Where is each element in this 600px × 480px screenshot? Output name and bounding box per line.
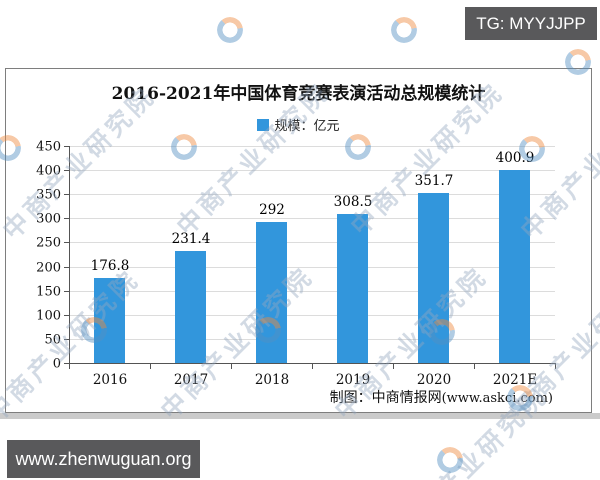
y-axis-label-450: 450 xyxy=(36,139,61,155)
y-axis-label-50: 50 xyxy=(44,332,61,348)
x-tick-2 xyxy=(231,364,232,369)
legend-swatch-icon xyxy=(257,118,270,131)
gridline-250 xyxy=(69,242,555,243)
y-tick-400 xyxy=(64,170,69,171)
x-tick-4 xyxy=(393,364,394,369)
gridline-100 xyxy=(69,315,555,316)
panel-bottom-shadow xyxy=(0,413,600,419)
askci-ring-logo-icon-11 xyxy=(437,447,463,473)
x-axis-label-2017: 2017 xyxy=(173,372,209,388)
x-tick-0 xyxy=(69,364,70,369)
source-url-link[interactable]: (www.askci.com) xyxy=(441,391,553,406)
x-axis-label-2018: 2018 xyxy=(254,372,290,388)
x-axis-line xyxy=(69,363,556,364)
x-axis-label-2016: 2016 xyxy=(92,372,128,388)
x-axis-label-2019: 2019 xyxy=(335,372,371,388)
y-axis-label-400: 400 xyxy=(36,163,61,179)
y-axis-label-200: 200 xyxy=(36,260,61,276)
y-tick-0 xyxy=(64,363,69,364)
bar-2017 xyxy=(175,251,206,363)
source-note: 制图：中商情报网(www.askci.com) xyxy=(330,387,553,407)
legend: 规模：亿元 xyxy=(6,115,591,134)
y-tick-300 xyxy=(64,218,69,219)
y-tick-250 xyxy=(64,242,69,243)
gridline-200 xyxy=(69,267,555,268)
value-label-2018: 292 xyxy=(259,202,285,218)
gridline-150 xyxy=(69,291,555,292)
y-tick-450 xyxy=(64,146,69,147)
bar-2020 xyxy=(418,193,449,363)
x-axis-label-2021E: 2021E xyxy=(492,372,538,388)
value-label-2017: 231.4 xyxy=(171,231,211,247)
y-tick-50 xyxy=(64,339,69,340)
y-tick-200 xyxy=(64,267,69,268)
source-text: 制图：中商情报网 xyxy=(329,390,442,406)
y-tick-150 xyxy=(64,291,69,292)
value-label-2021E: 400.9 xyxy=(495,150,535,166)
bar-2018 xyxy=(256,222,287,363)
x-tick-3 xyxy=(312,364,313,369)
value-label-2016: 176.8 xyxy=(90,258,130,274)
y-axis-label-150: 150 xyxy=(36,284,61,300)
gridline-450 xyxy=(69,146,555,147)
x-tick-6 xyxy=(555,364,556,369)
bar-2021E xyxy=(499,170,530,363)
y-axis-label-300: 300 xyxy=(36,211,61,227)
gridline-350 xyxy=(69,194,555,195)
bar-2019 xyxy=(337,214,368,363)
y-tick-100 xyxy=(64,315,69,316)
legend-label: 规模：亿元 xyxy=(274,119,340,134)
value-label-2020: 351.7 xyxy=(414,173,454,189)
y-axis-label-100: 100 xyxy=(36,308,61,324)
y-axis-label-250: 250 xyxy=(36,235,61,251)
gridline-300 xyxy=(69,218,555,219)
telegram-contact-badge[interactable]: TG: MYYJJPP xyxy=(465,7,597,40)
y-axis-line xyxy=(69,146,70,363)
x-axis-label-2020: 2020 xyxy=(416,372,452,388)
y-tick-350 xyxy=(64,194,69,195)
gridline-400 xyxy=(69,170,555,171)
x-tick-1 xyxy=(150,364,151,369)
chart-title: 2016-2021年中国体育竞赛表演活动总规模统计 xyxy=(111,84,486,104)
askci-ring-logo-icon-4 xyxy=(217,17,243,43)
chart-panel: 2016-2021年中国体育竞赛表演活动总规模统计 规模：亿元 制图：中商情报网… xyxy=(5,68,592,413)
value-label-2019: 308.5 xyxy=(333,194,373,210)
gridline-50 xyxy=(69,339,555,340)
bar-2016 xyxy=(94,278,125,363)
site-url-badge[interactable]: www.zhenwuguan.org xyxy=(7,440,200,478)
x-tick-5 xyxy=(474,364,475,369)
y-axis-label-350: 350 xyxy=(36,187,61,203)
y-axis-label-0: 0 xyxy=(52,356,61,372)
askci-ring-logo-icon-5 xyxy=(391,17,417,43)
